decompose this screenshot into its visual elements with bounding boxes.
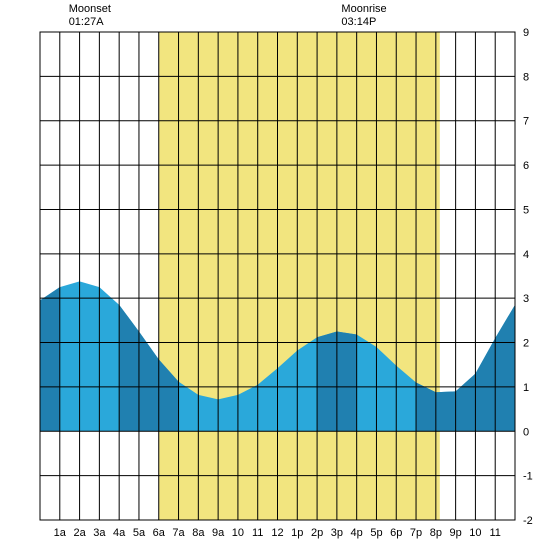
moonset-time: 01:27A [69, 16, 105, 28]
x-tick-label: 12 [271, 527, 283, 539]
y-tick-label: 2 [523, 338, 529, 350]
y-tick-label: 1 [523, 382, 529, 394]
y-tick-label: 7 [523, 116, 529, 128]
x-tick-label: 5p [370, 527, 382, 539]
x-tick-label: 7p [410, 527, 422, 539]
y-tick-label: 9 [523, 27, 529, 39]
y-tick-label: 5 [523, 204, 529, 216]
x-tick-label: 3a [93, 527, 106, 539]
x-tick-label: 10 [469, 527, 481, 539]
tide-area-dark [40, 287, 60, 431]
moonset-label: Moonset [69, 3, 111, 15]
x-tick-label: 8a [192, 527, 205, 539]
chart-svg: -2-101234567891a2a3a4a5a6a7a8a9a1011121p… [0, 0, 550, 550]
x-tick-label: 9p [450, 527, 462, 539]
moonrise-label: Moonrise [341, 3, 386, 15]
moonrise-time: 03:14P [341, 16, 376, 28]
x-tick-label: 7a [172, 527, 185, 539]
x-tick-label: 1p [291, 527, 303, 539]
x-tick-label: 3p [331, 527, 343, 539]
y-tick-label: 6 [523, 160, 529, 172]
x-tick-label: 9a [212, 527, 225, 539]
x-tick-label: 6a [153, 527, 166, 539]
x-tick-label: 6p [390, 527, 402, 539]
y-tick-label: 0 [523, 426, 529, 438]
y-tick-label: -1 [523, 471, 533, 483]
x-tick-label: 10 [232, 527, 244, 539]
x-tick-label: 5a [133, 527, 146, 539]
x-tick-label: 8p [430, 527, 442, 539]
x-tick-label: 4a [113, 527, 126, 539]
y-tick-label: 8 [523, 71, 529, 83]
tide-chart: -2-101234567891a2a3a4a5a6a7a8a9a1011121p… [0, 0, 550, 550]
y-tick-label: 4 [523, 249, 529, 261]
x-tick-label: 4p [351, 527, 363, 539]
x-tick-label: 11 [252, 527, 263, 539]
x-tick-label: 11 [489, 527, 500, 539]
daylight-band [159, 32, 440, 520]
x-tick-label: 2p [311, 527, 323, 539]
x-tick-label: 2a [73, 527, 86, 539]
y-tick-label: 3 [523, 293, 529, 305]
x-tick-label: 1a [54, 527, 67, 539]
y-tick-label: -2 [523, 515, 533, 527]
